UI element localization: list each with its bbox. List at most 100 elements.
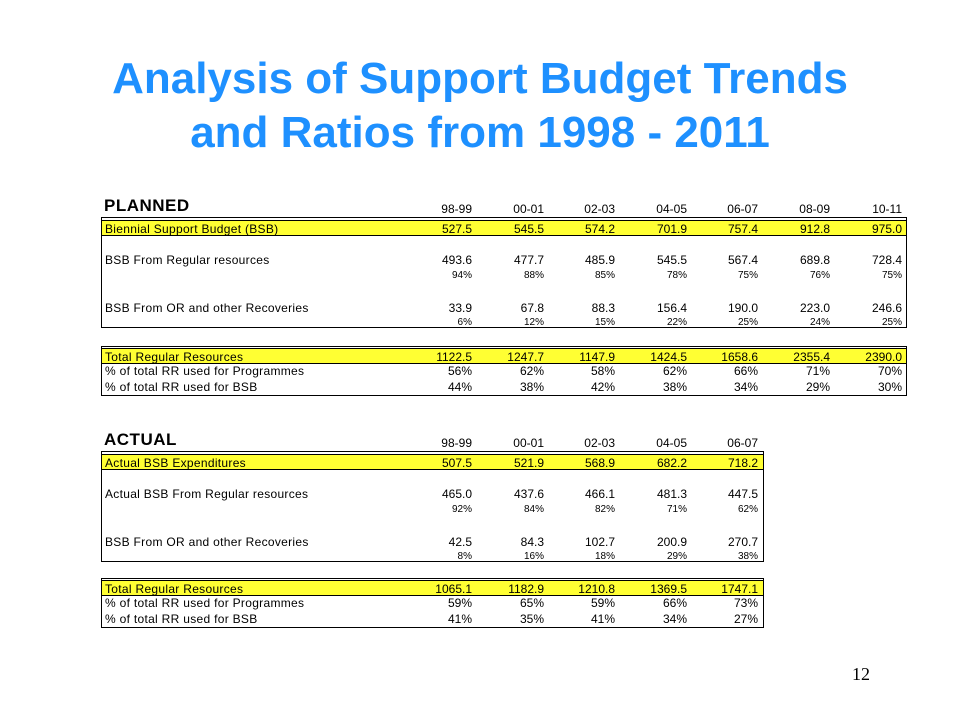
row-value: 34%: [733, 380, 758, 394]
row-value: 682.2: [656, 456, 687, 470]
page-number: 12: [852, 664, 870, 684]
row-value: 34%: [662, 612, 687, 626]
row-value: 466.1: [584, 487, 615, 501]
actual-year-98-99: 98-99: [441, 436, 472, 450]
row-value: 701.9: [656, 222, 687, 236]
row-value: 1065.1: [435, 582, 472, 596]
row-value: 66%: [662, 596, 687, 610]
row-value: 25%: [881, 317, 902, 328]
planned-year-header: 98-99 00-01 02-03 04-05 06-07 08-09 10-11: [0, 202, 960, 218]
row-value: 545.5: [656, 253, 687, 267]
row-value: 33.9: [448, 301, 472, 315]
table-row: 6% 12% 15% 22% 25% 24% 25%: [102, 315, 906, 331]
table-row: Biennial Support Budget (BSB) 527.5 545.5 5…: [102, 220, 906, 236]
row-value: 38%: [519, 380, 544, 394]
row-value: 73%: [733, 596, 758, 610]
row-value: 757.4: [727, 222, 758, 236]
row-label: Actual BSB From Regular resources: [105, 487, 309, 501]
planned-year-08-09: 08-09: [799, 202, 830, 216]
row-value: 35%: [519, 612, 544, 626]
row-value: 62%: [662, 364, 687, 378]
table-row: BSB From OR and other Recoveries 42.5 84.3…: [102, 534, 763, 550]
row-value: 1210.8: [578, 582, 615, 596]
row-value: 2390.0: [865, 350, 902, 364]
row-value: 27%: [733, 612, 758, 626]
row-value: 12%: [523, 317, 544, 328]
row-label: BSB From OR and other Recoveries: [105, 301, 309, 315]
row-value: 25%: [737, 317, 758, 328]
row-value: 975.0: [871, 222, 902, 236]
row-value: 1122.5: [436, 350, 472, 364]
table-row: BSB From OR and other Recoveries 33.9 67.8…: [102, 300, 906, 316]
actual-year-04-05: 04-05: [656, 436, 687, 450]
row-value: 29%: [666, 551, 687, 562]
planned-year-02-03: 02-03: [584, 202, 615, 216]
row-value: 527.5: [441, 222, 472, 236]
row-label: BSB From OR and other Recoveries: [105, 535, 309, 549]
row-value: 59%: [447, 596, 472, 610]
planned-year-98-99: 98-99: [441, 202, 472, 216]
row-value: 42.5: [448, 535, 472, 549]
row-value: 62%: [737, 504, 758, 515]
row-value: 88.3: [591, 301, 615, 315]
row-label: % of total RR used for Programmes: [105, 596, 305, 610]
row-value: 102.7: [584, 535, 615, 549]
planned-year-04-05: 04-05: [656, 202, 687, 216]
table-row: % of total RR used for Programmes 56% 62% 5…: [102, 363, 906, 379]
row-value: 574.2: [584, 222, 615, 236]
row-label: Biennial Support Budget (BSB): [105, 222, 279, 236]
row-value: 545.5: [513, 222, 544, 236]
planned-table-main: Biennial Support Budget (BSB) 527.5 545.5 5…: [101, 217, 907, 328]
row-value: 70%: [877, 364, 902, 378]
row-label: % of total RR used for BSB: [105, 612, 258, 626]
row-value: 493.6: [441, 253, 472, 267]
table-row: % of total RR used for BSB 44% 38% 42% 38% 34…: [102, 379, 906, 395]
row-value: 465.0: [441, 487, 472, 501]
row-label: Total Regular Resources: [105, 582, 244, 596]
planned-year-00-01: 00-01: [513, 202, 544, 216]
row-value: 82%: [594, 504, 615, 515]
row-value: 200.9: [656, 535, 687, 549]
row-value: 59%: [590, 596, 615, 610]
row-value: 16%: [523, 551, 544, 562]
row-value: 62%: [519, 364, 544, 378]
row-label: Actual BSB Expenditures: [105, 456, 246, 470]
row-value: 44%: [447, 380, 472, 394]
row-value: 447.5: [727, 487, 758, 501]
row-value: 1747.1: [721, 582, 758, 596]
row-value: 58%: [590, 364, 615, 378]
row-value: 8%: [457, 551, 472, 562]
actual-year-02-03: 02-03: [584, 436, 615, 450]
row-value: 75%: [881, 270, 902, 281]
row-value: 92%: [451, 504, 472, 515]
row-value: 41%: [447, 612, 472, 626]
table-row: % of total RR used for BSB 41% 35% 41% 34% 27…: [102, 611, 763, 627]
row-label: Total Regular Resources: [105, 350, 244, 364]
row-value: 94%: [451, 270, 472, 281]
row-value: 84.3: [520, 535, 544, 549]
row-value: 477.7: [513, 253, 544, 267]
row-value: 689.8: [799, 253, 830, 267]
row-value: 437.6: [513, 487, 544, 501]
row-value: 246.6: [871, 301, 902, 315]
planned-label: PLANNED: [104, 196, 190, 215]
row-value: 485.9: [584, 253, 615, 267]
row-value: 718.2: [727, 456, 758, 470]
row-value: 38%: [662, 380, 687, 394]
row-value: 507.5: [441, 456, 472, 470]
row-value: 66%: [733, 364, 758, 378]
table-row: % of total RR used for Programmes 59% 65% 5…: [102, 595, 763, 611]
row-value: 2355.4: [793, 350, 830, 364]
row-value: 18%: [594, 551, 615, 562]
row-value: 15%: [594, 317, 615, 328]
row-value: 65%: [519, 596, 544, 610]
actual-year-06-07: 06-07: [727, 436, 758, 450]
slide-title: Analysis of Support Budget Trends and Ra…: [0, 52, 960, 160]
row-value: 567.4: [727, 253, 758, 267]
row-value: 1369.5: [650, 582, 687, 596]
row-value: 30%: [877, 380, 902, 394]
row-value: 56%: [447, 364, 472, 378]
row-value: 85%: [594, 270, 615, 281]
table-row: BSB From Regular resources 493.6 477.7 485.…: [102, 252, 906, 268]
actual-year-header: 98-99 00-01 02-03 04-05 06-07: [0, 436, 960, 452]
